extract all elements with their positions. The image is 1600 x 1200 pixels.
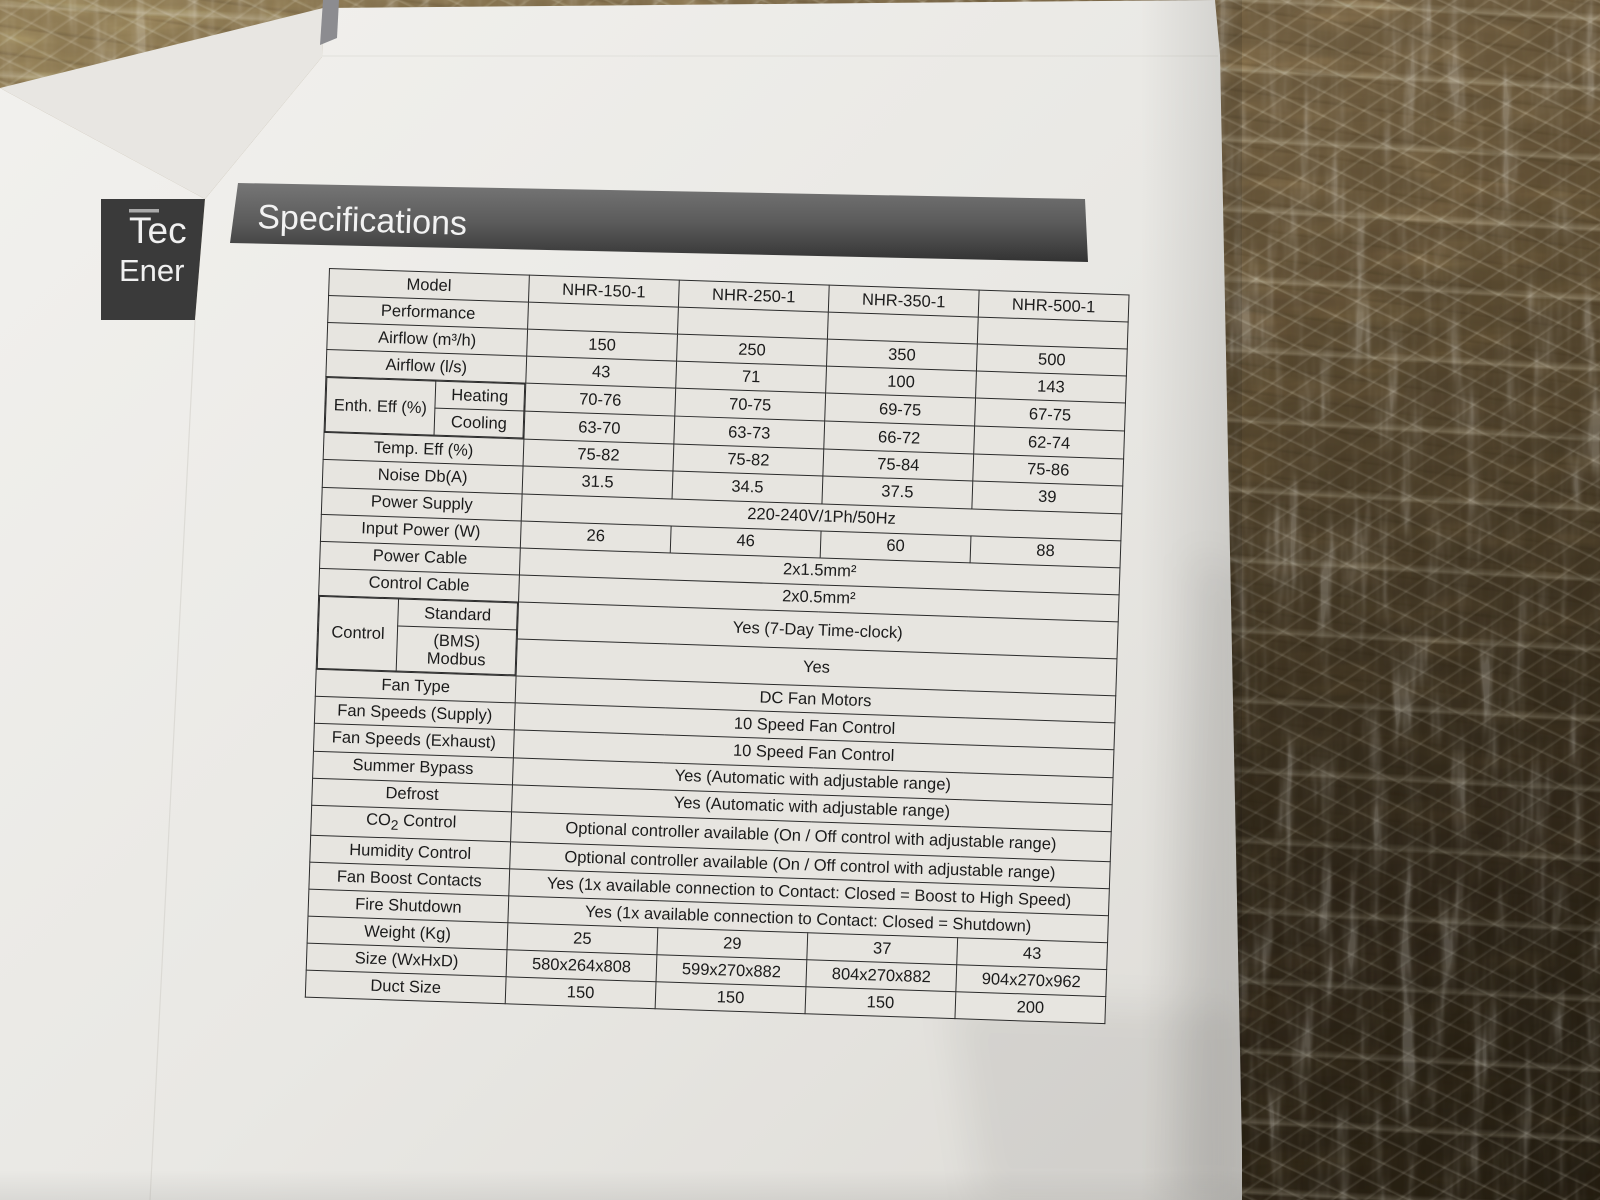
- svg-text:Specifications: Specifications: [257, 198, 468, 243]
